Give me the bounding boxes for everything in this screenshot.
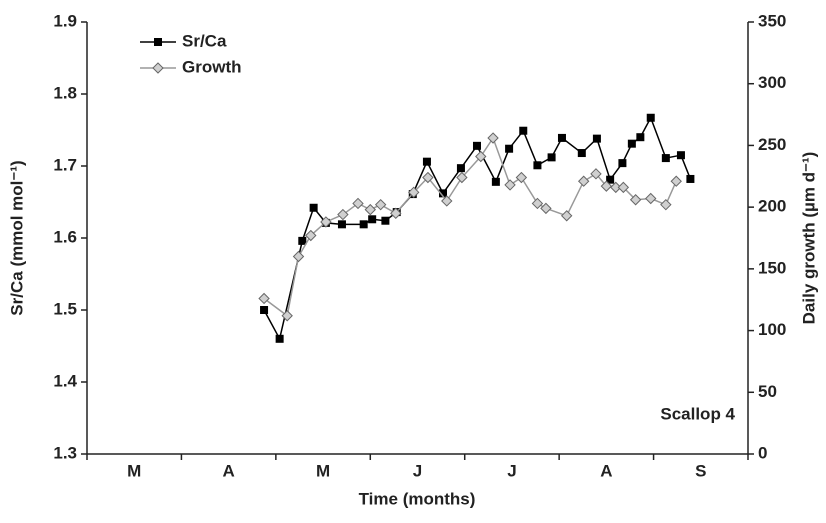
data-point bbox=[381, 216, 390, 225]
data-point bbox=[292, 250, 305, 263]
data-point bbox=[660, 198, 672, 211]
data-point bbox=[441, 195, 453, 207]
data-point bbox=[629, 194, 642, 206]
legend-marker bbox=[154, 38, 162, 46]
y2-tick-label: 100 bbox=[758, 320, 786, 339]
data-point bbox=[298, 236, 307, 245]
y-tick-label: 1.8 bbox=[53, 83, 77, 102]
y2-tick-label: 350 bbox=[758, 11, 786, 30]
y-tick-label: 1.3 bbox=[53, 443, 77, 462]
x-tick-label: J bbox=[507, 461, 516, 480]
y-tick-label: 1.7 bbox=[53, 155, 77, 174]
data-point bbox=[456, 164, 465, 173]
data-point bbox=[275, 334, 284, 343]
data-point bbox=[305, 229, 317, 242]
y2-tick-label: 200 bbox=[758, 197, 786, 216]
data-point bbox=[670, 175, 682, 187]
data-point bbox=[557, 133, 566, 142]
x-tick-label: A bbox=[600, 461, 612, 480]
annotation: Scallop 4 bbox=[660, 404, 735, 423]
data-point bbox=[577, 175, 590, 187]
data-point bbox=[359, 220, 368, 229]
data-point bbox=[618, 159, 627, 168]
data-point bbox=[577, 149, 586, 158]
data-point bbox=[320, 216, 332, 228]
data-point bbox=[533, 161, 542, 170]
data-point bbox=[686, 174, 695, 183]
y2-tick-label: 300 bbox=[758, 73, 786, 92]
legend-label: Growth bbox=[182, 57, 242, 76]
data-point bbox=[390, 207, 402, 220]
data-point bbox=[408, 186, 420, 199]
data-point bbox=[590, 168, 602, 180]
data-point bbox=[422, 157, 431, 166]
x-tick-label: M bbox=[316, 461, 330, 480]
data-point bbox=[487, 132, 499, 144]
data-point bbox=[519, 126, 528, 135]
y-tick-label: 1.6 bbox=[53, 227, 77, 246]
x-tick-label: A bbox=[223, 461, 235, 480]
data-point bbox=[645, 192, 657, 205]
y-tick-label: 1.4 bbox=[53, 371, 77, 390]
y2-tick-label: 250 bbox=[758, 135, 786, 154]
data-point bbox=[636, 133, 645, 142]
x-tick-label: S bbox=[695, 461, 706, 480]
y2-tick-label: 50 bbox=[758, 382, 777, 401]
data-point bbox=[491, 177, 500, 186]
data-point bbox=[374, 198, 387, 211]
data-point bbox=[676, 151, 685, 160]
data-point bbox=[337, 220, 346, 229]
series-line bbox=[263, 115, 692, 341]
data-point bbox=[456, 171, 468, 184]
data-point bbox=[309, 203, 318, 212]
legend-marker bbox=[152, 62, 164, 74]
data-point bbox=[531, 197, 544, 210]
data-point bbox=[337, 208, 349, 221]
y-tick-label: 1.9 bbox=[53, 11, 77, 30]
data-point bbox=[438, 189, 447, 198]
data-point bbox=[606, 175, 615, 184]
x-axis-title: Time (months) bbox=[359, 489, 476, 508]
data-point bbox=[547, 153, 556, 162]
data-point bbox=[627, 139, 636, 148]
data-point bbox=[368, 215, 377, 224]
data-point bbox=[560, 210, 573, 222]
data-point bbox=[661, 154, 670, 163]
x-tick-label: M bbox=[127, 461, 141, 480]
data-point bbox=[258, 292, 270, 305]
data-point bbox=[515, 171, 528, 184]
data-point bbox=[540, 202, 552, 215]
y2-tick-label: 150 bbox=[758, 258, 786, 277]
x-tick-label: J bbox=[413, 461, 422, 480]
data-point bbox=[472, 141, 481, 150]
data-point bbox=[600, 180, 613, 192]
y-axis-title: Sr/Ca (mmol mol⁻¹) bbox=[7, 160, 26, 315]
y2-tick-label: 0 bbox=[758, 443, 767, 462]
y2-axis-title: Daily growth (µm d⁻¹) bbox=[799, 152, 818, 325]
data-point bbox=[505, 144, 514, 153]
data-point bbox=[364, 203, 376, 216]
y-tick-label: 1.5 bbox=[53, 299, 77, 318]
data-point bbox=[646, 113, 655, 122]
data-point bbox=[504, 179, 516, 191]
data-point bbox=[617, 181, 630, 194]
data-point bbox=[610, 181, 622, 194]
data-point bbox=[592, 134, 601, 143]
data-point bbox=[352, 197, 364, 210]
data-point bbox=[281, 310, 293, 322]
data-point bbox=[422, 171, 434, 184]
data-point bbox=[260, 306, 269, 314]
legend-label: Sr/Ca bbox=[182, 31, 227, 50]
data-point bbox=[475, 150, 487, 163]
